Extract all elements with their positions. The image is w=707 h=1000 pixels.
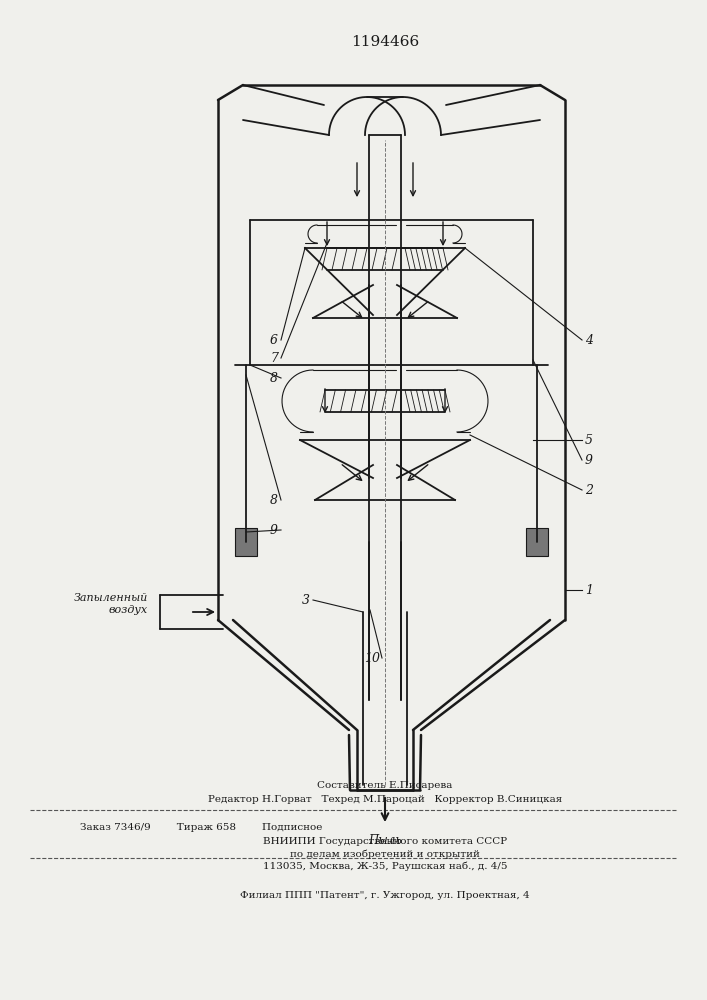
Text: Заказ 7346/9        Тираж 658        Подписное: Заказ 7346/9 Тираж 658 Подписное [80,824,322,832]
Text: 2: 2 [585,484,593,496]
Text: 7: 7 [270,352,278,364]
Text: Редактор Н.Горват   Техред М.Пароцай   Корректор В.Синицкая: Редактор Н.Горват Техред М.Пароцай Корре… [208,796,562,804]
Text: 8: 8 [270,371,278,384]
Text: 10: 10 [364,652,380,664]
Text: ВНИИПИ Государственного комитета СССР: ВНИИПИ Государственного комитета СССР [263,838,507,846]
Text: 5: 5 [585,434,593,446]
Text: 9: 9 [585,454,593,466]
Text: 8: 8 [270,493,278,506]
Text: Филиал ППП "Патент", г. Ужгород, ул. Проектная, 4: Филиал ППП "Патент", г. Ужгород, ул. Про… [240,890,530,900]
Text: Запыленный
воздух: Запыленный воздух [74,593,148,615]
Text: 3: 3 [302,593,310,606]
Text: 1194466: 1194466 [351,35,419,49]
Bar [235,528,257,556]
Text: 6: 6 [270,334,278,347]
Text: 1: 1 [585,584,593,596]
Text: Пыль: Пыль [368,834,402,846]
Text: Составитель Е.Писарева: Составитель Е.Писарева [317,780,452,790]
Text: 4: 4 [585,334,593,347]
Bar [526,528,548,556]
Text: 113035, Москва, Ж-35, Раушская наб., д. 4/5: 113035, Москва, Ж-35, Раушская наб., д. … [263,861,507,871]
Text: 9: 9 [270,524,278,536]
Text: по делам изобретений и открытий: по делам изобретений и открытий [290,849,480,859]
